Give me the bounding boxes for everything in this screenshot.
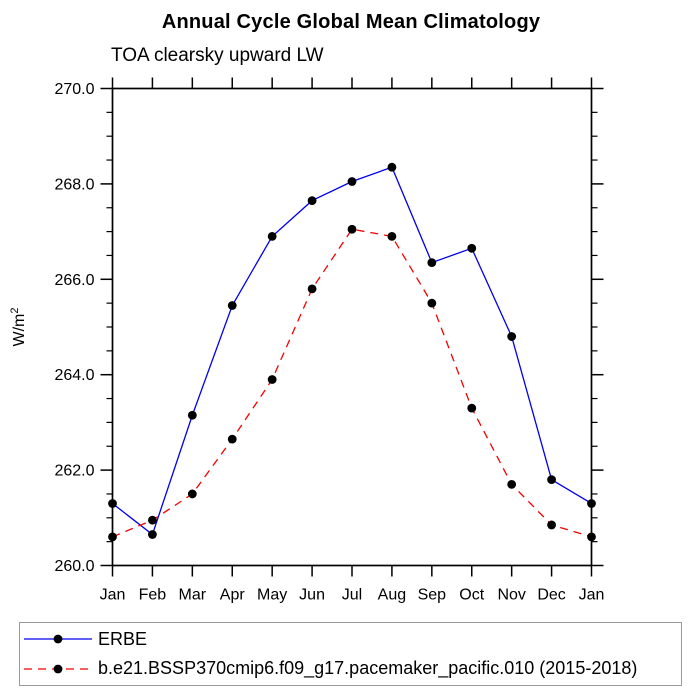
legend-box: ERBE b.e21.BSSP370cmip6.f09_g17.pacemaker…	[19, 622, 682, 686]
y-tick-label: 262.0	[54, 463, 94, 480]
plot-area: Jan Feb Mar Apr May Jun Jul Aug Sep Oct Nov Dec Jan 2…	[9, 77, 605, 604]
x-tick-label: Nov	[497, 587, 525, 604]
x-tick-label: Jan	[579, 587, 605, 604]
legend-label: b.e21.BSSP370cmip6.f09_g17.pacemaker_pac…	[98, 658, 638, 679]
series-line-erbe	[112, 166, 592, 536]
legend-item-erbe: ERBE	[22, 626, 681, 652]
series-marker-dot	[227, 434, 237, 444]
y-tick-label: 268.0	[54, 176, 94, 193]
x-tick-label: Dec	[537, 587, 565, 604]
series-marker-dot	[507, 332, 517, 341]
x-tick-label: Jun	[299, 587, 325, 604]
x-tick-label: Aug	[378, 587, 406, 604]
y-tick-label: 260.0	[54, 558, 94, 575]
plot-frame	[111, 87, 593, 567]
series-marker-dot	[267, 231, 277, 241]
series-marker-dot	[347, 224, 357, 234]
series-marker-dot	[307, 196, 317, 205]
chart-title: Annual Cycle Global Mean Climatology	[161, 11, 541, 33]
series-marker-dot	[187, 489, 197, 499]
x-tick-label: Mar	[179, 587, 207, 604]
x-tick-label: Oct	[459, 587, 484, 604]
series-marker-dot	[347, 177, 357, 186]
series-marker-dot	[507, 480, 517, 489]
series-marker-dot	[108, 499, 117, 508]
series-marker-dot	[227, 301, 237, 310]
x-tick-label: May	[257, 587, 287, 604]
x-tick-label: Feb	[139, 587, 167, 604]
series-marker-dot	[148, 515, 157, 525]
y-tick-label: 264.0	[54, 367, 94, 384]
legend-line-sample	[24, 664, 92, 674]
series-marker-dot	[547, 520, 556, 530]
y-tick-label: 270.0	[54, 81, 94, 98]
legend-item-model: b.e21.BSSP370cmip6.f09_g17.pacemaker_pac…	[22, 656, 681, 682]
x-tick-label: Apr	[220, 587, 246, 604]
series-line-model	[112, 228, 592, 538]
series-marker-dot	[427, 258, 437, 268]
x-tick-label: Jan	[100, 587, 126, 604]
series-marker-dot	[467, 403, 477, 413]
series-marker-dot	[387, 231, 397, 241]
y-axis-label: W/m2	[9, 308, 28, 347]
series-marker-dot	[587, 532, 596, 542]
series-marker-dot	[467, 243, 477, 253]
legend-sample-marker	[53, 664, 63, 674]
series-marker-dot	[587, 499, 596, 508]
series-marker-dot	[267, 375, 277, 384]
series-marker-dot	[148, 530, 157, 539]
x-tick-label: Jul	[342, 587, 362, 604]
series-marker-dot	[547, 475, 556, 485]
y-tick-label: 266.0	[54, 272, 94, 289]
legend-line-sample	[24, 634, 92, 644]
chart-subtitle: TOA clearsky upward LW	[111, 45, 324, 66]
legend-sample-marker	[53, 634, 63, 644]
series-marker-dot	[307, 284, 317, 294]
series-marker-dot	[108, 532, 117, 542]
series-marker-dot	[427, 298, 437, 308]
series-marker-dot	[187, 410, 197, 420]
series-marker-dot	[387, 162, 397, 172]
x-tick-label: Sep	[418, 587, 447, 604]
legend-label: ERBE	[98, 628, 148, 649]
